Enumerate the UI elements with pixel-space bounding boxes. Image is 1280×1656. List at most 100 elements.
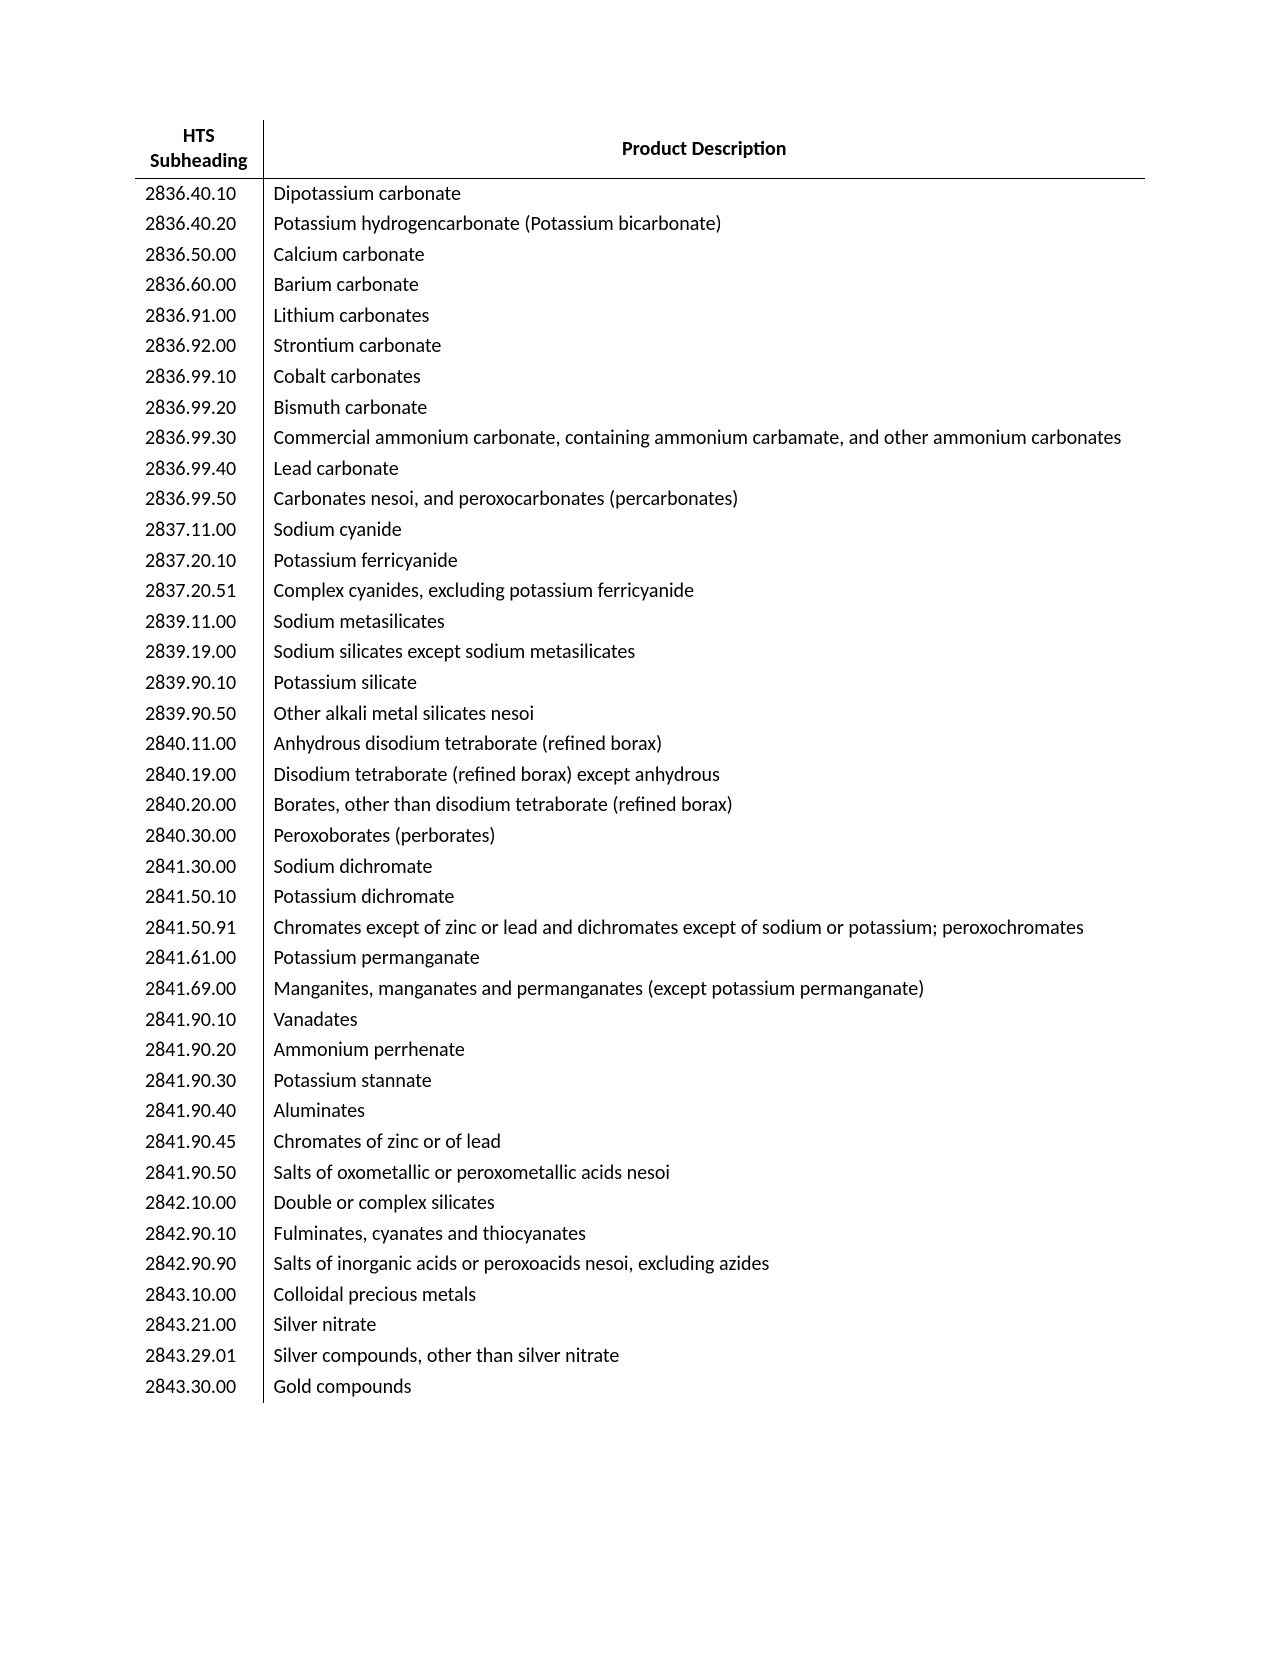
table-body: 2836.40.10Dipotassium carbonate2836.40.2… — [135, 179, 1145, 1403]
description-cell: Disodium tetraborate (refined borax) exc… — [263, 760, 1145, 791]
code-cell: 2836.40.20 — [135, 210, 263, 241]
hts-table: HTS Subheading Product Description 2836.… — [135, 120, 1145, 1403]
table-row: 2837.20.51Complex cyanides, excluding po… — [135, 577, 1145, 608]
code-cell: 2841.69.00 — [135, 974, 263, 1005]
code-cell: 2843.29.01 — [135, 1342, 263, 1373]
table-row: 2836.99.40Lead carbonate — [135, 454, 1145, 485]
description-cell: Silver nitrate — [263, 1311, 1145, 1342]
description-cell: Lithium carbonates — [263, 301, 1145, 332]
code-cell: 2841.90.45 — [135, 1127, 263, 1158]
description-cell: Strontium carbonate — [263, 332, 1145, 363]
table-row: 2836.50.00Calcium carbonate — [135, 240, 1145, 271]
table-row: 2843.29.01Silver compounds, other than s… — [135, 1342, 1145, 1373]
description-cell: Dipotassium carbonate — [263, 179, 1145, 210]
table-row: 2841.90.30Potassium stannate — [135, 1066, 1145, 1097]
column-header-description: Product Description — [263, 120, 1145, 179]
description-cell: Fulminates, cyanates and thiocyanates — [263, 1219, 1145, 1250]
description-cell: Sodium silicates except sodium metasilic… — [263, 638, 1145, 669]
table-row: 2841.90.20Ammonium perrhenate — [135, 1036, 1145, 1067]
description-cell: Sodium metasilicates — [263, 607, 1145, 638]
description-cell: Salts of inorganic acids or peroxoacids … — [263, 1250, 1145, 1281]
table-row: 2836.99.20Bismuth carbonate — [135, 393, 1145, 424]
code-cell: 2840.20.00 — [135, 791, 263, 822]
table-row: 2841.50.91Chromates except of zinc or le… — [135, 913, 1145, 944]
code-cell: 2841.50.10 — [135, 883, 263, 914]
code-cell: 2836.99.30 — [135, 424, 263, 455]
description-cell: Calcium carbonate — [263, 240, 1145, 271]
table-row: 2841.69.00Manganites, manganates and per… — [135, 974, 1145, 1005]
code-cell: 2842.10.00 — [135, 1189, 263, 1220]
description-cell: Ammonium perrhenate — [263, 1036, 1145, 1067]
code-cell: 2839.90.10 — [135, 669, 263, 700]
table-row: 2836.99.10Cobalt carbonates — [135, 363, 1145, 394]
table-row: 2839.90.50Other alkali metal silicates n… — [135, 699, 1145, 730]
table-row: 2842.10.00Double or complex silicates — [135, 1189, 1145, 1220]
description-cell: Carbonates nesoi, and peroxocarbonates (… — [263, 485, 1145, 516]
code-cell: 2836.99.40 — [135, 454, 263, 485]
table-row: 2843.21.00Silver nitrate — [135, 1311, 1145, 1342]
description-cell: Complex cyanides, excluding potassium fe… — [263, 577, 1145, 608]
description-cell: Sodium dichromate — [263, 852, 1145, 883]
table-row: 2843.10.00Colloidal precious metals — [135, 1280, 1145, 1311]
table-row: 2839.19.00Sodium silicates except sodium… — [135, 638, 1145, 669]
table-row: 2836.91.00Lithium carbonates — [135, 301, 1145, 332]
code-cell: 2841.90.50 — [135, 1158, 263, 1189]
table-row: 2839.11.00Sodium metasilicates — [135, 607, 1145, 638]
code-cell: 2841.90.40 — [135, 1097, 263, 1128]
description-cell: Potassium permanganate — [263, 944, 1145, 975]
table-row: 2836.60.00Barium carbonate — [135, 271, 1145, 302]
description-cell: Commercial ammonium carbonate, containin… — [263, 424, 1145, 455]
code-cell: 2841.30.00 — [135, 852, 263, 883]
code-cell: 2836.91.00 — [135, 301, 263, 332]
description-cell: Barium carbonate — [263, 271, 1145, 302]
code-cell: 2841.50.91 — [135, 913, 263, 944]
table-row: 2841.30.00Sodium dichromate — [135, 852, 1145, 883]
description-cell: Vanadates — [263, 1005, 1145, 1036]
code-cell: 2839.11.00 — [135, 607, 263, 638]
table-row: 2841.90.10Vanadates — [135, 1005, 1145, 1036]
description-cell: Bismuth carbonate — [263, 393, 1145, 424]
table-row: 2842.90.10Fulminates, cyanates and thioc… — [135, 1219, 1145, 1250]
description-cell: Chromates except of zinc or lead and dic… — [263, 913, 1145, 944]
code-cell: 2842.90.10 — [135, 1219, 263, 1250]
code-cell: 2836.60.00 — [135, 271, 263, 302]
code-cell: 2836.99.20 — [135, 393, 263, 424]
table-row: 2839.90.10Potassium silicate — [135, 669, 1145, 700]
code-cell: 2836.99.50 — [135, 485, 263, 516]
description-cell: Potassium hydrogencarbonate (Potassium b… — [263, 210, 1145, 241]
code-cell: 2839.19.00 — [135, 638, 263, 669]
description-cell: Double or complex silicates — [263, 1189, 1145, 1220]
description-cell: Sodium cyanide — [263, 516, 1145, 547]
description-cell: Potassium dichromate — [263, 883, 1145, 914]
column-header-code-line2: Subheading — [150, 149, 247, 173]
table-row: 2841.90.50Salts of oxometallic or peroxo… — [135, 1158, 1145, 1189]
code-cell: 2843.21.00 — [135, 1311, 263, 1342]
description-cell: Cobalt carbonates — [263, 363, 1145, 394]
table-header: HTS Subheading Product Description — [135, 120, 1145, 179]
table-row: 2841.90.45Chromates of zinc or of lead — [135, 1127, 1145, 1158]
description-cell: Colloidal precious metals — [263, 1280, 1145, 1311]
description-cell: Chromates of zinc or of lead — [263, 1127, 1145, 1158]
code-cell: 2837.20.10 — [135, 546, 263, 577]
table-row: 2836.40.10Dipotassium carbonate — [135, 179, 1145, 210]
table-row: 2843.30.00Gold compounds — [135, 1372, 1145, 1403]
table-row: 2842.90.90Salts of inorganic acids or pe… — [135, 1250, 1145, 1281]
description-cell: Other alkali metal silicates nesoi — [263, 699, 1145, 730]
hts-table-container: HTS Subheading Product Description 2836.… — [135, 120, 1145, 1403]
table-row: 2836.92.00Strontium carbonate — [135, 332, 1145, 363]
code-cell: 2837.20.51 — [135, 577, 263, 608]
description-cell: Aluminates — [263, 1097, 1145, 1128]
table-row: 2841.50.10Potassium dichromate — [135, 883, 1145, 914]
code-cell: 2841.61.00 — [135, 944, 263, 975]
description-cell: Salts of oxometallic or peroxometallic a… — [263, 1158, 1145, 1189]
description-cell: Lead carbonate — [263, 454, 1145, 485]
description-cell: Gold compounds — [263, 1372, 1145, 1403]
code-cell: 2836.99.10 — [135, 363, 263, 394]
code-cell: 2837.11.00 — [135, 516, 263, 547]
code-cell: 2839.90.50 — [135, 699, 263, 730]
code-cell: 2842.90.90 — [135, 1250, 263, 1281]
table-row: 2840.30.00Peroxoborates (perborates) — [135, 821, 1145, 852]
table-row: 2840.19.00Disodium tetraborate (refined … — [135, 760, 1145, 791]
description-cell: Anhydrous disodium tetraborate (refined … — [263, 730, 1145, 761]
description-cell: Peroxoborates (perborates) — [263, 821, 1145, 852]
